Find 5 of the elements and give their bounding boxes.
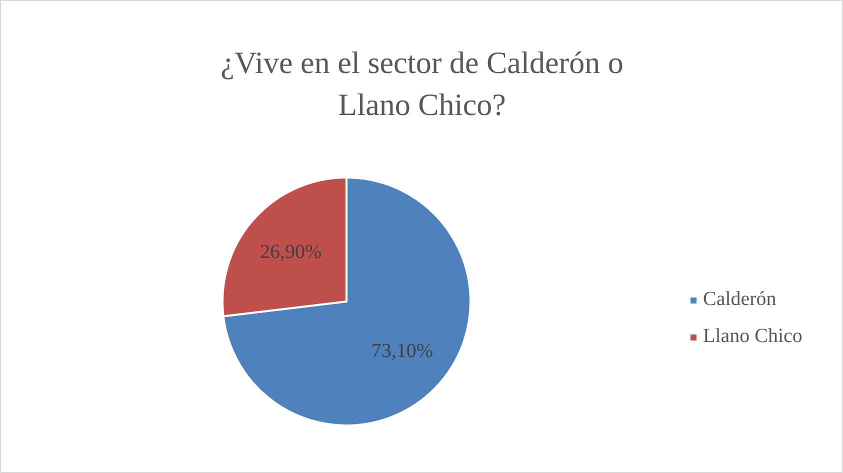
- data-label: 73,10%: [371, 340, 433, 362]
- legend-label: Llano Chico: [703, 325, 802, 348]
- legend-label: Calderón: [703, 288, 776, 311]
- chart-title: ¿Vive en el sector de Calderón o Llano Chico?: [220, 45, 624, 122]
- data-label: 26,90%: [260, 241, 322, 264]
